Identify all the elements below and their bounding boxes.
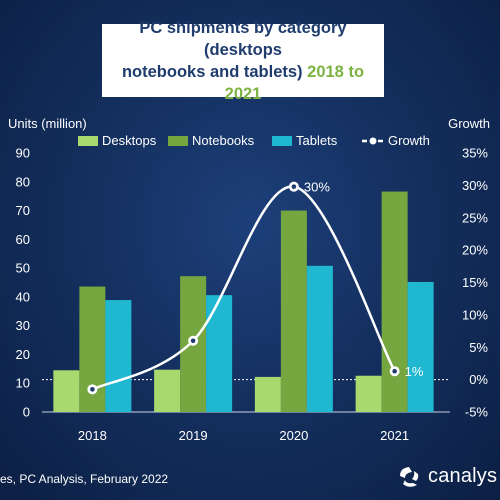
- growth-point-2019: [190, 338, 196, 344]
- chart-title-line2: notebooks and tablets) 2018 to 2021: [102, 61, 384, 105]
- chart-title-main: notebooks and tablets): [121, 62, 303, 81]
- y-tick-label-9: 90: [16, 146, 30, 161]
- bar-notebooks-2020: [280, 210, 307, 412]
- canalys-logo: canalys: [396, 460, 497, 492]
- y-tick-label-1: 10: [16, 376, 30, 391]
- legend-label-growth: Growth: [388, 133, 430, 148]
- x-tick-label-2021: 2021: [380, 428, 409, 443]
- growth-label-2020: 30%: [304, 180, 330, 195]
- x-tick-label-2020: 2020: [279, 428, 308, 443]
- y2-tick-label-5: 20%: [462, 243, 488, 258]
- y2-tick-label-4: 15%: [462, 275, 488, 290]
- source-footer: es, PC Analysis, February 2022: [0, 472, 169, 486]
- y-tick-label-4: 40: [16, 289, 30, 304]
- growth-label-2021: 1%: [405, 364, 424, 379]
- x-tick-label-2018: 2018: [78, 428, 107, 443]
- bar-desktops-2019: [154, 369, 181, 412]
- y2-tick-label-7: 30%: [462, 178, 488, 193]
- growth-point-2021: [392, 368, 397, 374]
- bar-tablets-2020: [306, 265, 333, 412]
- legend-swatch-desktops: [78, 136, 98, 146]
- chart-title-line1: PC shipments by category (desktops: [139, 18, 347, 59]
- legend-label-tablets: Tablets: [296, 133, 338, 148]
- y-tick-label-7: 70: [16, 203, 30, 218]
- bar-desktops-2021: [355, 375, 382, 412]
- y-axis-label-left: Units (million): [8, 116, 87, 131]
- chart-title-accent: 2018 to 2021: [224, 62, 365, 103]
- legend-label-notebooks: Notebooks: [192, 133, 255, 148]
- chart-title-box: PC shipments by category (desktops noteb…: [102, 19, 384, 103]
- growth-line: [91, 185, 396, 391]
- canalys-logo-text: canalys: [428, 464, 498, 487]
- legend-swatch-tablets: [272, 136, 292, 146]
- bar-desktops-2018: [53, 370, 80, 412]
- y-tick-label-0: 0: [23, 405, 30, 420]
- y2-tick-label-8: 35%: [462, 146, 488, 161]
- growth-point-2018: [90, 387, 95, 392]
- y2-tick-label-2: 5%: [469, 340, 488, 355]
- y2-tick-label-6: 25%: [462, 210, 488, 225]
- canalys-logo-icon: [400, 467, 419, 487]
- y-tick-label-3: 30: [16, 318, 30, 333]
- legend-label-desktops: Desktops: [102, 133, 157, 148]
- y-tick-label-2: 20: [16, 347, 30, 362]
- y-tick-label-8: 80: [16, 174, 30, 189]
- bar-tablets-2018: [105, 300, 132, 412]
- y-tick-label-6: 60: [16, 232, 30, 247]
- y2-tick-label-3: 10%: [462, 307, 488, 322]
- legend-marker-growth: [369, 137, 377, 145]
- growth-point-2020: [291, 184, 297, 189]
- y2-tick-label-0: -5%: [465, 405, 489, 420]
- bar-desktops-2020: [254, 376, 281, 412]
- bar-tablets-2019: [206, 295, 233, 412]
- bar-tablets-2021: [407, 281, 434, 412]
- legend-swatch-notebooks: [168, 136, 188, 146]
- x-tick-label-2019: 2019: [179, 428, 208, 443]
- y2-tick-label-1: 0%: [469, 372, 488, 387]
- y-tick-label-5: 50: [16, 261, 30, 276]
- y-axis-label-right: Growth: [448, 116, 490, 131]
